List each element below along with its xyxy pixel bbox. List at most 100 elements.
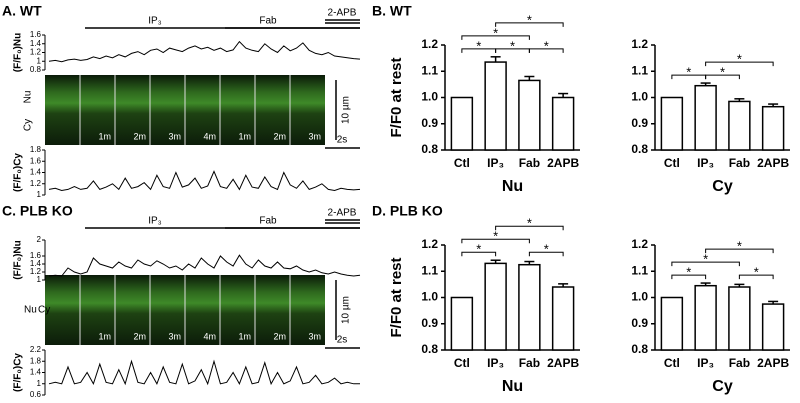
y-tick-label: 1.0: [631, 90, 648, 104]
bar: [450, 296, 474, 351]
y-tick-label: 1.6: [30, 251, 42, 260]
y-tick-label: 0.6: [30, 390, 42, 399]
panel-label: A. WT: [2, 3, 42, 19]
y-tick-label: 0.9: [631, 316, 648, 330]
frame-label: 1m: [238, 131, 251, 141]
significance-label: *: [686, 65, 691, 80]
frame-label: 4m: [203, 331, 216, 341]
x-tick-label: IP₃: [487, 156, 504, 170]
trace: [48, 40, 361, 63]
y-tick-label: 0.9: [421, 316, 438, 330]
scale-label-x: 2s: [337, 135, 348, 146]
significance-label: *: [527, 12, 532, 27]
significance-label: *: [686, 265, 691, 280]
y-tick-label: 1.1: [631, 263, 648, 277]
panel-label: C. PLB KO: [2, 203, 73, 219]
bar: [728, 100, 751, 151]
panel-label: D. PLB KO: [372, 203, 443, 219]
trace: [48, 254, 361, 277]
x-tick-label: Ctl: [454, 356, 470, 370]
y-axis-label: (F/F₀)Nu: [13, 240, 24, 280]
y-tick-label: 1: [37, 190, 42, 199]
significance-label: *: [703, 252, 708, 267]
significance-label: *: [544, 38, 549, 53]
significance-label: *: [737, 239, 742, 254]
x-tick-label: Fab: [729, 156, 750, 170]
y-tick-label: 1.1: [421, 263, 438, 277]
significance-label: *: [476, 242, 481, 257]
x-tick-label: Fab: [519, 156, 540, 170]
y-tick-label: 1.4: [30, 259, 42, 268]
y-tick-label: 1.8: [30, 145, 42, 154]
y-tick-label: 1.2: [631, 37, 648, 51]
bar: [551, 286, 575, 351]
x-tick-label: Ctl: [664, 156, 680, 170]
y-tick-label: 1.2: [421, 37, 438, 51]
frame-label: 3m: [168, 131, 181, 141]
x-tick-label: IP₃: [487, 356, 504, 370]
y-tick-label: 1.2: [30, 48, 42, 57]
significance-label: *: [476, 38, 481, 53]
y-axis-label: (F/F₀)Cy: [13, 153, 24, 192]
y-tick-label: 0.8: [631, 342, 648, 356]
x-tick-label: 2APB: [757, 356, 789, 370]
frame-label: 1m: [98, 131, 111, 141]
phase-label: Fab: [259, 16, 277, 27]
x-tick-label: 2APB: [757, 156, 789, 170]
x-axis-label: Cy: [712, 378, 733, 395]
row-label: Nu: [24, 305, 37, 316]
y-tick-label: 1.0: [631, 290, 648, 304]
panel-label: B. WT: [372, 3, 412, 19]
x-axis-label: Cy: [712, 178, 733, 195]
bar: [660, 296, 684, 351]
bar: [450, 96, 474, 151]
x-tick-label: Fab: [519, 356, 540, 370]
frame-label: 3m: [308, 331, 321, 341]
significance-bracket: [738, 274, 774, 280]
row-label: Cy: [23, 119, 34, 131]
significance-bracket: [705, 74, 740, 80]
y-axis-label: F/F0 at rest: [388, 257, 405, 337]
y-tick-label: 1.8: [30, 356, 42, 365]
significance-bracket: [705, 248, 774, 254]
significance-label: *: [510, 38, 515, 53]
bar: [518, 263, 541, 351]
significance-bracket: [495, 225, 564, 231]
y-tick-label: 1.1: [421, 63, 438, 77]
y-tick-label: 1: [37, 275, 42, 284]
significance-label: *: [737, 52, 742, 67]
y-tick-label: 1.6: [30, 30, 42, 39]
scale-label-x: 2s: [337, 335, 348, 346]
y-tick-label: 2: [37, 235, 42, 244]
significance-bracket: [528, 251, 564, 257]
y-tick-label: 1.6: [30, 156, 42, 165]
bar: [660, 96, 684, 151]
y-tick-label: 0.9: [631, 116, 648, 130]
significance-label: *: [527, 216, 532, 231]
significance-bracket: [461, 238, 530, 244]
y-tick-label: 1.4: [30, 39, 42, 48]
bar: [484, 262, 507, 351]
bar: [484, 61, 507, 151]
y-tick-label: 1.4: [30, 168, 42, 177]
frame-label: 1m: [238, 331, 251, 341]
bar: [551, 96, 575, 151]
trace: [48, 359, 360, 386]
significance-label: *: [544, 242, 549, 257]
x-tick-label: IP₃: [697, 156, 714, 170]
x-axis-label: Nu: [502, 378, 523, 395]
significance-bracket: [461, 35, 530, 40]
significance-bracket: [705, 61, 774, 67]
y-tick-label: 1.0: [421, 290, 438, 304]
significance-label: *: [493, 229, 498, 244]
frame-label: 1m: [98, 331, 111, 341]
x-tick-label: IP₃: [697, 356, 714, 370]
x-tick-label: Ctl: [664, 356, 680, 370]
significance-label: *: [754, 265, 759, 280]
y-tick-label: 1: [37, 379, 42, 388]
frame-label: 4m: [203, 131, 216, 141]
y-axis-label: F/F0 at rest: [388, 57, 405, 137]
y-tick-label: 1.2: [631, 237, 648, 251]
y-axis-label: (F/F₀)Nu: [13, 33, 24, 73]
